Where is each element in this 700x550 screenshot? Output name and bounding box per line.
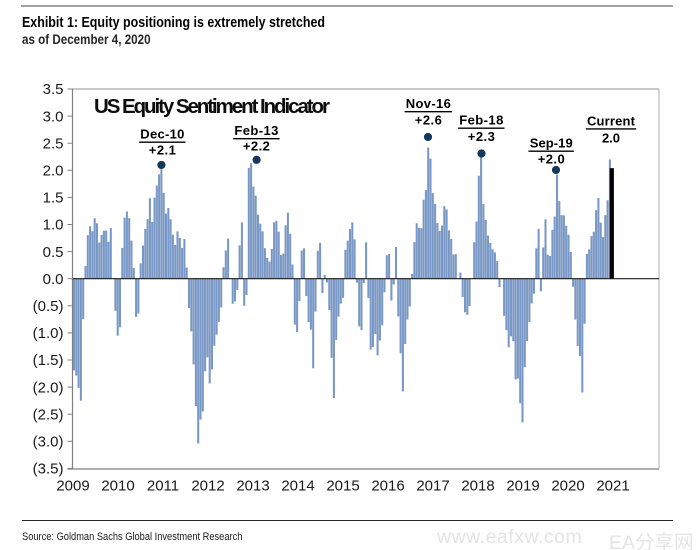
svg-text:2.0: 2.0 xyxy=(43,163,64,180)
svg-text:3.0: 3.0 xyxy=(43,108,64,125)
svg-text:+2.0: +2.0 xyxy=(538,152,565,167)
svg-text:Sep-19: Sep-19 xyxy=(530,136,573,151)
svg-text:2.5: 2.5 xyxy=(43,135,64,152)
svg-text:2012: 2012 xyxy=(191,478,224,495)
svg-text:+2.2: +2.2 xyxy=(243,139,270,154)
svg-text:Feb-18: Feb-18 xyxy=(459,113,503,128)
svg-text:2017: 2017 xyxy=(416,478,449,495)
svg-text:2014: 2014 xyxy=(281,478,314,495)
svg-text:2013: 2013 xyxy=(236,478,269,495)
svg-text:2018: 2018 xyxy=(461,478,494,495)
svg-text:3.5: 3.5 xyxy=(43,81,64,98)
svg-text:1.0: 1.0 xyxy=(43,217,64,234)
svg-text:(3.0): (3.0) xyxy=(33,434,64,451)
svg-text:2.0: 2.0 xyxy=(602,130,620,145)
svg-text:(2.5): (2.5) xyxy=(33,406,64,423)
svg-text:(0.5): (0.5) xyxy=(33,298,64,315)
svg-text:(1.5): (1.5) xyxy=(33,352,64,369)
svg-text:Nov-16: Nov-16 xyxy=(406,96,451,111)
svg-text:+2.1: +2.1 xyxy=(149,142,176,157)
svg-text:2009: 2009 xyxy=(56,478,89,495)
svg-text:(3.5): (3.5) xyxy=(33,461,64,478)
svg-text:US Equity Sentiment Indicator: US Equity Sentiment Indicator xyxy=(94,95,330,118)
svg-text:+2.6: +2.6 xyxy=(415,113,442,128)
svg-text:(2.0): (2.0) xyxy=(33,379,64,396)
svg-text:2019: 2019 xyxy=(506,478,539,495)
svg-text:2011: 2011 xyxy=(147,478,179,495)
svg-text:2010: 2010 xyxy=(101,478,134,495)
svg-text:0.0: 0.0 xyxy=(43,271,64,288)
svg-text:Feb-13: Feb-13 xyxy=(234,123,278,138)
svg-text:Dec-10: Dec-10 xyxy=(140,127,184,142)
svg-text:(1.0): (1.0) xyxy=(33,325,64,342)
svg-text:2015: 2015 xyxy=(326,478,359,495)
svg-text:2021: 2021 xyxy=(596,478,629,495)
svg-text:2016: 2016 xyxy=(371,478,404,495)
svg-text:2020: 2020 xyxy=(551,478,584,495)
svg-text:0.5: 0.5 xyxy=(43,244,64,261)
svg-text:1.5: 1.5 xyxy=(43,190,64,207)
svg-text:+2.3: +2.3 xyxy=(468,129,495,144)
svg-text:Current: Current xyxy=(587,113,636,128)
